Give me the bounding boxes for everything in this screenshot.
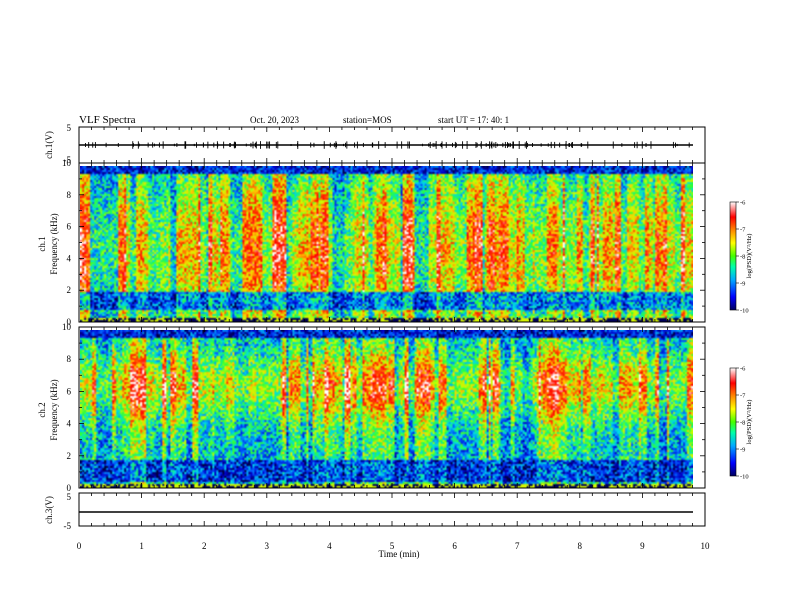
ch2-spectrogram-image <box>80 330 693 488</box>
date-label: Oct. 20, 2023 <box>250 115 299 125</box>
station-label: station=MOS <box>343 115 392 125</box>
ch3-ytick-top: 5 <box>67 492 72 502</box>
ch1-colorbar <box>729 201 737 311</box>
ch2-spectrogram-panel: 0 2 4 6 8 10 ch.2 Frequency (kHz) -6 -7 -8 -9 -10… <box>37 322 753 493</box>
ch3-ytick-bottom: -5 <box>64 521 72 531</box>
time-axis-label: Time (min) <box>379 549 420 559</box>
x-tick-label: 7 <box>515 541 520 551</box>
ch2-colorbar <box>729 367 737 477</box>
ch2-spectrogram-ytick-label: 8 <box>67 354 72 364</box>
x-tick-label: 9 <box>640 541 645 551</box>
ch3-waveform-ylabel: ch.3(V) <box>44 496 54 524</box>
ch1-ytick-top: 5 <box>67 123 72 133</box>
ch2-spectrogram-ytick-label: 4 <box>67 419 72 429</box>
ch2-channel-label: ch.2 <box>37 402 47 417</box>
ch1-colorbar-label: log(PSD)(V²/Hz) <box>746 234 753 279</box>
x-tick-label: 1 <box>139 541 144 551</box>
time-axis-ticks <box>78 127 706 526</box>
ch1-spectrogram-ytick-label: 8 <box>67 190 72 200</box>
ch3-waveform-frame <box>78 492 706 527</box>
x-tick-label: 2 <box>202 541 207 551</box>
ch1-colorbar-tick-label: -7 <box>740 227 746 234</box>
ch2-spectrogram-ytick-label: 6 <box>67 386 72 396</box>
time-axis-tick-labels: 0 1 2 3 4 5 6 7 8 9 10 <box>77 541 710 551</box>
ch1-frequency-ylabel: Frequency (kHz) <box>49 213 59 274</box>
ch1-colorbar-tick-label: -8 <box>740 254 745 261</box>
ch2-colorbar-ticks: -6 -7 -8 -9 -10 <box>736 366 749 481</box>
ch1-spectrogram-ytick-label: 4 <box>67 253 72 263</box>
x-tick-label: 4 <box>327 541 332 551</box>
ch2-colorbar-tick-label: -10 <box>740 474 749 481</box>
x-tick-label: 5 <box>390 541 395 551</box>
ch3-waveform-panel: 5 -5 ch.3(V) <box>44 492 706 531</box>
x-tick-label: 3 <box>265 541 270 551</box>
ch1-spectrogram-panel: 0 2 4 6 8 10 ch.1 Frequency (kHz) -6 -7 -8 -9 -10… <box>37 158 753 327</box>
ch1-ytick-bottom: -5 <box>64 155 72 165</box>
ch2-spectrogram-ytick-label: 10 <box>62 322 72 332</box>
ch1-spectrogram-ytick-label: 6 <box>67 222 72 232</box>
ch2-colorbar-label: log(PSD)(V²/Hz) <box>746 400 753 445</box>
figure-title: VLF Spectra <box>79 114 136 126</box>
ch2-frequency-ylabel: Frequency (kHz) <box>49 379 59 440</box>
ch2-colorbar-tick-label: -6 <box>740 366 746 373</box>
ch1-colorbar-ticks: -6 -7 -8 -9 -10 <box>736 200 749 315</box>
ch1-waveform-panel: 5 -5 ch.1(V) <box>44 123 706 165</box>
x-tick-label: 0 <box>77 541 82 551</box>
x-tick-label: 10 <box>701 541 711 551</box>
ch1-spectrogram-image <box>80 166 693 322</box>
ch1-spectrogram-ytick-label: 0 <box>67 317 72 327</box>
ch2-colorbar-tick-label: -7 <box>740 393 746 400</box>
ch2-colorbar-tick-label: -9 <box>740 447 745 454</box>
ch2-colorbar-tick-label: -8 <box>740 420 745 427</box>
ch1-spectrogram-ytick-label: 2 <box>67 285 72 295</box>
ch1-waveform-wiggles <box>85 141 690 149</box>
start-time-label: start UT = 17: 40: 1 <box>438 115 509 125</box>
x-tick-label: 6 <box>452 541 457 551</box>
ch1-colorbar-tick-label: -9 <box>740 281 745 288</box>
ch1-colorbar-tick-label: -6 <box>740 200 746 207</box>
ch2-spectrogram-ytick-label: 2 <box>67 451 72 461</box>
x-tick-label: 8 <box>578 541 583 551</box>
ch2-spectrogram-ytick-label: 0 <box>67 483 72 493</box>
ch1-waveform-ylabel: ch.1(V) <box>44 131 54 159</box>
ch1-spectrogram-ytick-label: 10 <box>62 158 72 168</box>
ch1-spectrogram-yticks: 0 2 4 6 8 10 <box>62 158 705 327</box>
ch1-channel-label: ch.1 <box>37 236 47 251</box>
ch2-spectrogram-yticks: 0 2 4 6 8 10 <box>62 322 705 493</box>
ch1-colorbar-tick-label: -10 <box>740 308 749 315</box>
